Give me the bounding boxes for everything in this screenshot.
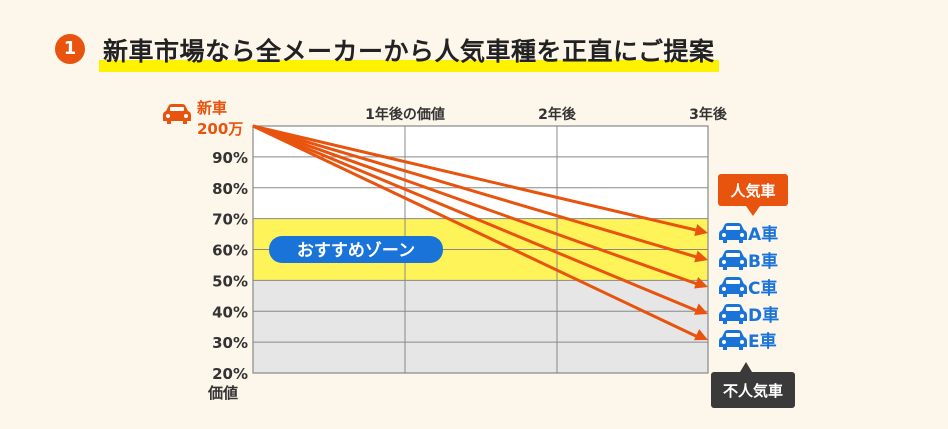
y-tick-label: 20% — [212, 365, 248, 383]
series-line-E車 — [252, 124, 701, 340]
car-icon — [719, 250, 747, 270]
recommended-zone-badge — [269, 236, 443, 263]
series-line-D車 — [252, 124, 701, 314]
car-light — [722, 260, 726, 264]
y-tick-label: 30% — [212, 334, 248, 352]
car-window — [726, 226, 740, 230]
chart-frame — [252, 125, 709, 374]
car-window — [726, 333, 740, 337]
car-light — [740, 287, 744, 291]
y-tick-label: 40% — [212, 303, 248, 321]
arrowhead — [694, 277, 708, 289]
unpopular-badge-pointer — [740, 362, 752, 372]
car-window — [726, 307, 740, 311]
popular-label: 人気車 — [730, 182, 775, 200]
car-icon — [719, 277, 747, 297]
page-title: 新車市場なら全メーカーから人気車種を正直にご提案 — [99, 30, 719, 72]
series-line-B車 — [252, 124, 701, 260]
car-light — [740, 233, 744, 237]
car-icon — [163, 104, 191, 124]
x-tick-label: 2年後 — [538, 106, 577, 123]
car-light — [166, 114, 170, 118]
origin-value: 200万 — [197, 120, 243, 138]
car-window — [170, 107, 184, 111]
car-light — [722, 340, 726, 344]
recommended-zone-label: おすすめゾーン — [297, 241, 415, 261]
car-icon — [719, 223, 747, 243]
car-light — [740, 340, 744, 344]
car-window — [726, 280, 740, 284]
car-window — [726, 253, 740, 257]
series-line-C車 — [252, 124, 701, 287]
arrowhead — [694, 303, 708, 315]
car-light — [184, 114, 188, 118]
arrowhead — [694, 224, 708, 237]
series-label: C車 — [748, 278, 777, 299]
step-number-badge: 1 — [55, 34, 85, 64]
arrowhead — [694, 329, 708, 341]
unpopular-label: 不人気車 — [723, 382, 783, 400]
chart-background — [253, 126, 708, 219]
y-tick-label: 50% — [212, 272, 248, 290]
series-line-A車 — [252, 124, 701, 233]
low-value-zone — [253, 280, 708, 373]
origin-label: 新車 — [197, 99, 227, 117]
popular-badge — [718, 174, 788, 206]
series-label: B車 — [748, 251, 778, 272]
y-axis-label: 価値 — [207, 384, 238, 402]
car-light — [722, 287, 726, 291]
y-tick-label: 80% — [212, 180, 248, 198]
y-tick-label: 90% — [212, 149, 248, 167]
car-icon — [719, 304, 747, 324]
series-label: D車 — [748, 305, 779, 326]
car-light — [722, 233, 726, 237]
car-light — [740, 260, 744, 264]
car-light — [740, 314, 744, 318]
x-tick-label: 3年後 — [689, 106, 728, 123]
series-label: E車 — [748, 331, 777, 352]
car-icon — [719, 330, 747, 350]
x-tick-label: 1年後の価値 — [365, 106, 445, 123]
series-label: A車 — [748, 224, 778, 245]
y-tick-label: 60% — [212, 242, 248, 260]
unpopular-badge — [711, 372, 795, 408]
popular-badge-pointer — [746, 206, 760, 216]
arrowhead — [694, 250, 708, 263]
y-tick-label: 70% — [212, 211, 248, 229]
car-light — [722, 314, 726, 318]
